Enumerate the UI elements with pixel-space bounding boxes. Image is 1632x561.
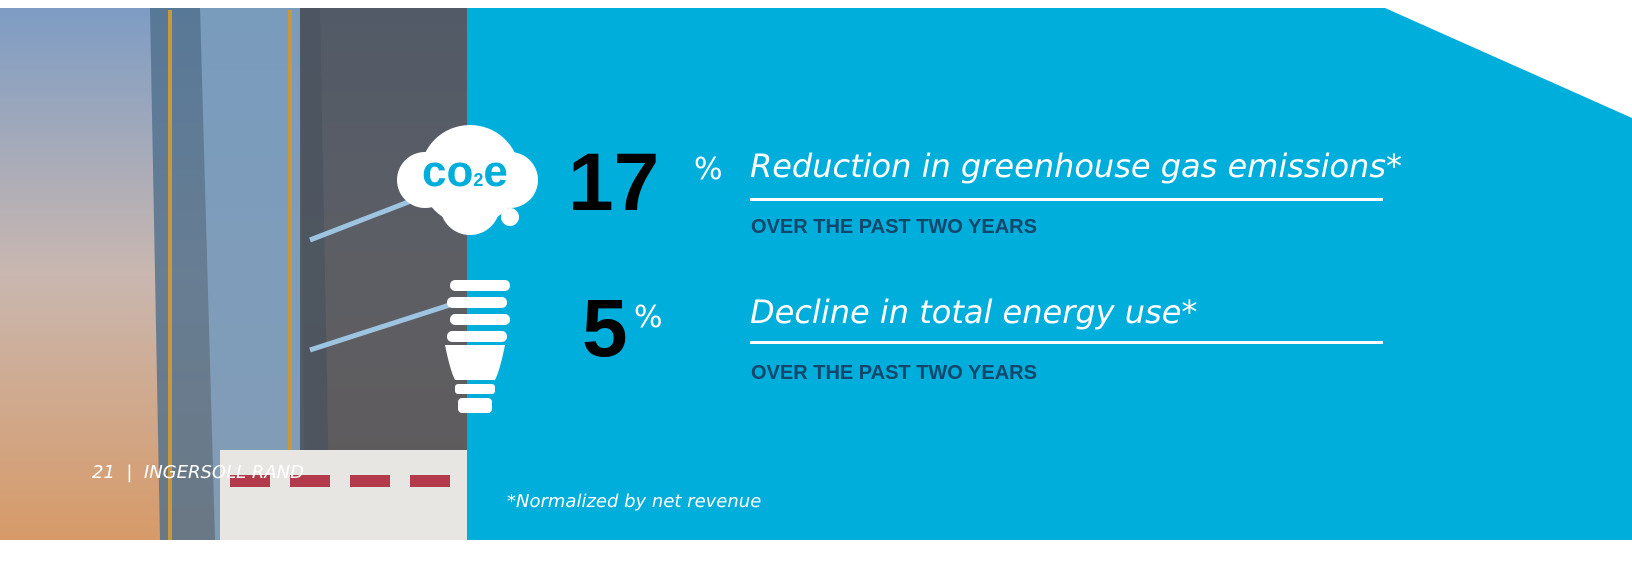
company: INGERSOLL RAND [144,462,304,483]
co-text: co [422,147,473,196]
stat-label: Decline in total energy use* [750,296,1197,328]
rule [750,198,1383,201]
stat-value: 17 [568,142,659,224]
co2e-label: co2e [422,150,508,194]
stat-value: 5 [582,288,628,370]
e-text: e [483,147,507,196]
page-number: 21 [92,462,115,483]
stat-unit: % [694,155,723,185]
separator: | [126,462,132,483]
page: co2e 17 % Reduction in greenhouse gas em… [0,0,1632,561]
footnote: *Normalized by net revenue [507,493,761,511]
stat-sub: OVER THE PAST TWO YEARS [751,363,1037,383]
sub-text: 2 [473,170,483,190]
page-footer: 21 | INGERSOLL RAND [92,464,304,482]
stat-unit: % [634,303,663,333]
rule [750,341,1383,344]
stat-sub: OVER THE PAST TWO YEARS [751,217,1037,237]
stat-label: Reduction in greenhouse gas emissions* [750,150,1402,182]
